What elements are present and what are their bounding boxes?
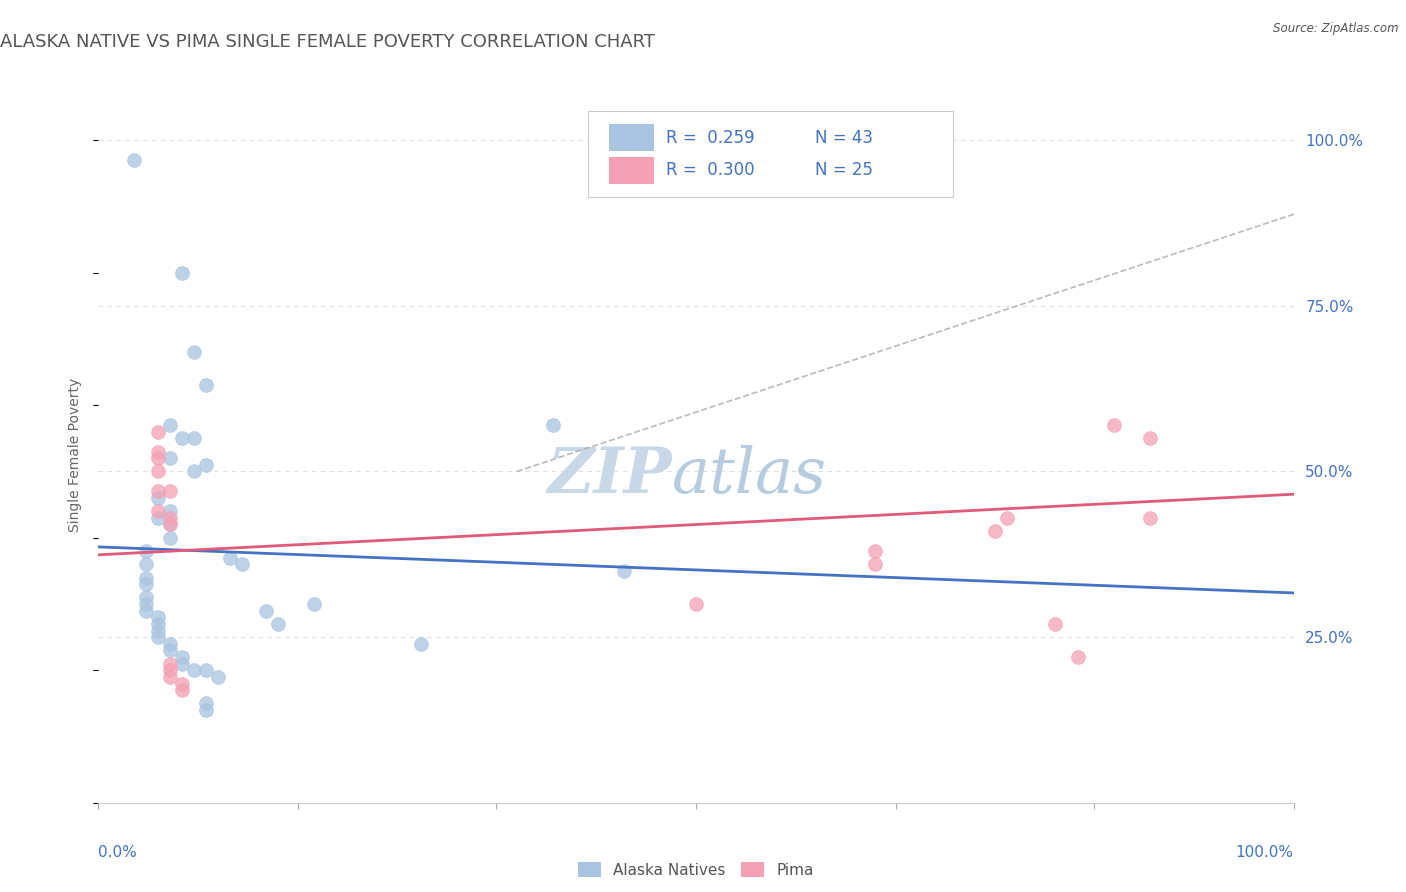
Legend: Alaska Natives, Pima: Alaska Natives, Pima — [572, 855, 820, 884]
Point — [183, 431, 205, 445]
Point — [148, 630, 170, 644]
Point — [685, 597, 707, 611]
FancyBboxPatch shape — [609, 157, 654, 184]
Point — [159, 517, 181, 532]
Point — [194, 703, 218, 717]
Point — [159, 511, 181, 525]
Point — [148, 624, 170, 638]
Point — [148, 444, 170, 458]
Point — [1043, 616, 1066, 631]
Point — [231, 558, 253, 572]
Point — [172, 657, 194, 671]
Point — [135, 597, 157, 611]
Point — [148, 616, 170, 631]
Point — [1102, 418, 1125, 433]
Point — [124, 153, 146, 167]
Point — [159, 451, 181, 466]
Point — [183, 663, 205, 677]
Point — [159, 531, 181, 545]
Point — [159, 517, 181, 532]
Point — [194, 458, 218, 472]
Text: 0.0%: 0.0% — [98, 845, 138, 860]
Point — [1139, 511, 1161, 525]
Point — [159, 484, 181, 499]
Text: ZIP: ZIP — [547, 445, 672, 507]
Text: N = 25: N = 25 — [815, 161, 873, 179]
Point — [135, 591, 157, 605]
Text: Source: ZipAtlas.com: Source: ZipAtlas.com — [1274, 22, 1399, 36]
Text: R =  0.259: R = 0.259 — [666, 128, 755, 146]
Point — [148, 425, 170, 439]
Point — [183, 465, 205, 479]
Point — [159, 504, 181, 518]
Point — [1067, 650, 1090, 665]
Point — [148, 465, 170, 479]
Point — [159, 657, 181, 671]
Point — [207, 670, 229, 684]
Point — [863, 544, 887, 558]
Point — [863, 558, 887, 572]
Point — [159, 663, 181, 677]
Point — [194, 378, 218, 392]
Point — [613, 564, 636, 578]
Point — [148, 511, 170, 525]
Point — [159, 643, 181, 657]
FancyBboxPatch shape — [588, 111, 953, 197]
Point — [183, 345, 205, 359]
Text: atlas: atlas — [672, 445, 827, 507]
Point — [984, 524, 1007, 538]
Point — [194, 663, 218, 677]
Point — [159, 637, 181, 651]
Point — [995, 511, 1018, 525]
Text: N = 43: N = 43 — [815, 128, 873, 146]
Point — [541, 418, 564, 433]
Point — [159, 670, 181, 684]
Point — [148, 484, 170, 499]
Point — [172, 650, 194, 665]
Point — [172, 266, 194, 280]
Point — [135, 570, 157, 584]
Point — [135, 558, 157, 572]
Point — [159, 418, 181, 433]
Point — [148, 504, 170, 518]
Point — [889, 153, 911, 167]
Text: R =  0.300: R = 0.300 — [666, 161, 755, 179]
Point — [1139, 431, 1161, 445]
Point — [135, 544, 157, 558]
Point — [194, 697, 218, 711]
Text: 100.0%: 100.0% — [1236, 845, 1294, 860]
Point — [148, 451, 170, 466]
Point — [135, 577, 157, 591]
Point — [135, 604, 157, 618]
Text: ALASKA NATIVE VS PIMA SINGLE FEMALE POVERTY CORRELATION CHART: ALASKA NATIVE VS PIMA SINGLE FEMALE POVE… — [0, 33, 655, 52]
Point — [148, 610, 170, 624]
Point — [302, 597, 325, 611]
FancyBboxPatch shape — [609, 124, 654, 151]
Point — [411, 637, 433, 651]
Point — [219, 550, 242, 565]
Point — [267, 616, 290, 631]
Y-axis label: Single Female Poverty: Single Female Poverty — [69, 378, 83, 532]
Point — [172, 683, 194, 698]
Point — [172, 676, 194, 690]
Point — [148, 491, 170, 505]
Point — [172, 431, 194, 445]
Point — [254, 604, 277, 618]
